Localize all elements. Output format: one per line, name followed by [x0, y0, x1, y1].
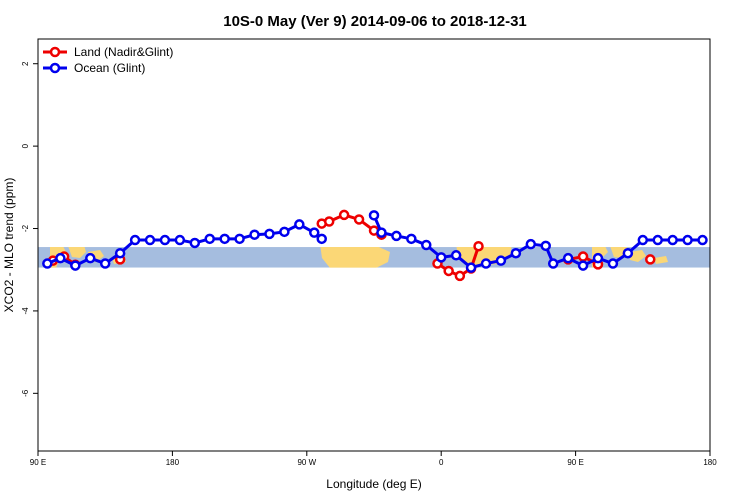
series-ocean-point [547, 258, 559, 269]
series-ocean-point [592, 252, 604, 264]
x-tick-label: 90 W [297, 458, 316, 467]
y-tick-label: -4 [21, 307, 30, 315]
y-axis-label: XCO2 - MLO trend (ppm) [2, 178, 16, 313]
series-ocean-point [421, 239, 432, 251]
series-land-point [338, 209, 350, 221]
series-ocean-point [435, 252, 447, 263]
series-ocean-point [114, 247, 126, 259]
series-ocean-point [219, 233, 230, 245]
y-axis: -6 -4 -2 0 2 [21, 61, 38, 397]
y-tick-label: 0 [21, 143, 30, 148]
series-ocean-point [682, 234, 693, 246]
series-ocean-point [540, 240, 551, 252]
series-ocean-point [70, 260, 81, 271]
plot-frame [37, 38, 711, 452]
x-tick-label: 90 E [30, 458, 46, 467]
series-ocean-point [309, 227, 320, 238]
series-ocean-point [391, 230, 402, 242]
series-ocean-point [189, 237, 201, 249]
series-land-point [473, 240, 484, 252]
series-ocean-point [450, 250, 462, 261]
series-ocean-point [376, 227, 387, 238]
series-ocean-point [42, 258, 53, 269]
series-ocean-point [510, 247, 522, 259]
series-ocean-point [562, 252, 574, 264]
series-ocean-point [174, 234, 186, 246]
series-ocean-point [264, 228, 275, 240]
map-land [630, 250, 646, 262]
legend-ocean-label: Ocean (Glint) [74, 61, 145, 75]
series-ocean-point [234, 233, 245, 245]
x-tick-label: 180 [703, 458, 717, 467]
legend-land-marker [49, 46, 61, 58]
series-ocean-point [622, 247, 634, 259]
map-land [320, 247, 390, 268]
series-ocean-point [652, 234, 663, 246]
series-land-point [443, 265, 454, 277]
series-ocean-point [85, 252, 96, 264]
series-ocean-point [480, 258, 492, 269]
legend-ocean-marker [49, 62, 61, 74]
series-land [47, 209, 656, 282]
series-ocean-point [294, 219, 305, 230]
series-land-point [577, 251, 589, 262]
series-ocean-point [159, 234, 171, 246]
series-land-point [353, 214, 365, 225]
x-axis: 90 E 180 90 W 0 90 E 180 [30, 451, 717, 467]
series-ocean-point [204, 233, 215, 245]
series-ocean [42, 210, 708, 273]
series-land-point [645, 254, 656, 265]
chart-title: 10S-0 May (Ver 9) 2014-09-06 to 2018-12-… [223, 13, 527, 30]
series-ocean-point [129, 234, 141, 246]
x-tick-label: 0 [439, 458, 444, 467]
y-tick-label: -6 [21, 389, 30, 397]
x-tick-label: 180 [166, 458, 180, 467]
series-ocean-point [465, 262, 477, 273]
series-land-point [454, 270, 466, 282]
series-ocean-point [55, 252, 66, 264]
series-ocean-point [99, 258, 111, 269]
series-ocean-point [144, 234, 156, 246]
map-land [654, 256, 668, 264]
series-ocean-point [607, 258, 619, 269]
series-ocean-point [697, 234, 708, 246]
series-ocean-point [525, 238, 537, 250]
series-ocean-point [495, 255, 507, 266]
series-ocean-point [316, 233, 327, 245]
series-ocean-point [667, 234, 678, 246]
map-land [68, 247, 86, 258]
legend: Land (Nadir&Glint) Ocean (Glint) [43, 45, 173, 75]
x-axis-label: Longitude (deg E) [326, 477, 421, 491]
y-tick-label: -2 [21, 224, 30, 232]
series-ocean-point [577, 260, 589, 271]
series-ocean-point [406, 233, 417, 245]
series-ocean-point [249, 229, 260, 240]
x-tick-label: 90 E [567, 458, 583, 467]
series-layer [42, 209, 708, 282]
series-ocean-point [637, 234, 649, 246]
legend-land-label: Land (Nadir&Glint) [74, 45, 173, 59]
series-ocean-point [279, 226, 290, 238]
series-land-point [323, 216, 335, 227]
series-ocean-point [368, 210, 380, 221]
y-tick-label: 2 [21, 61, 30, 66]
